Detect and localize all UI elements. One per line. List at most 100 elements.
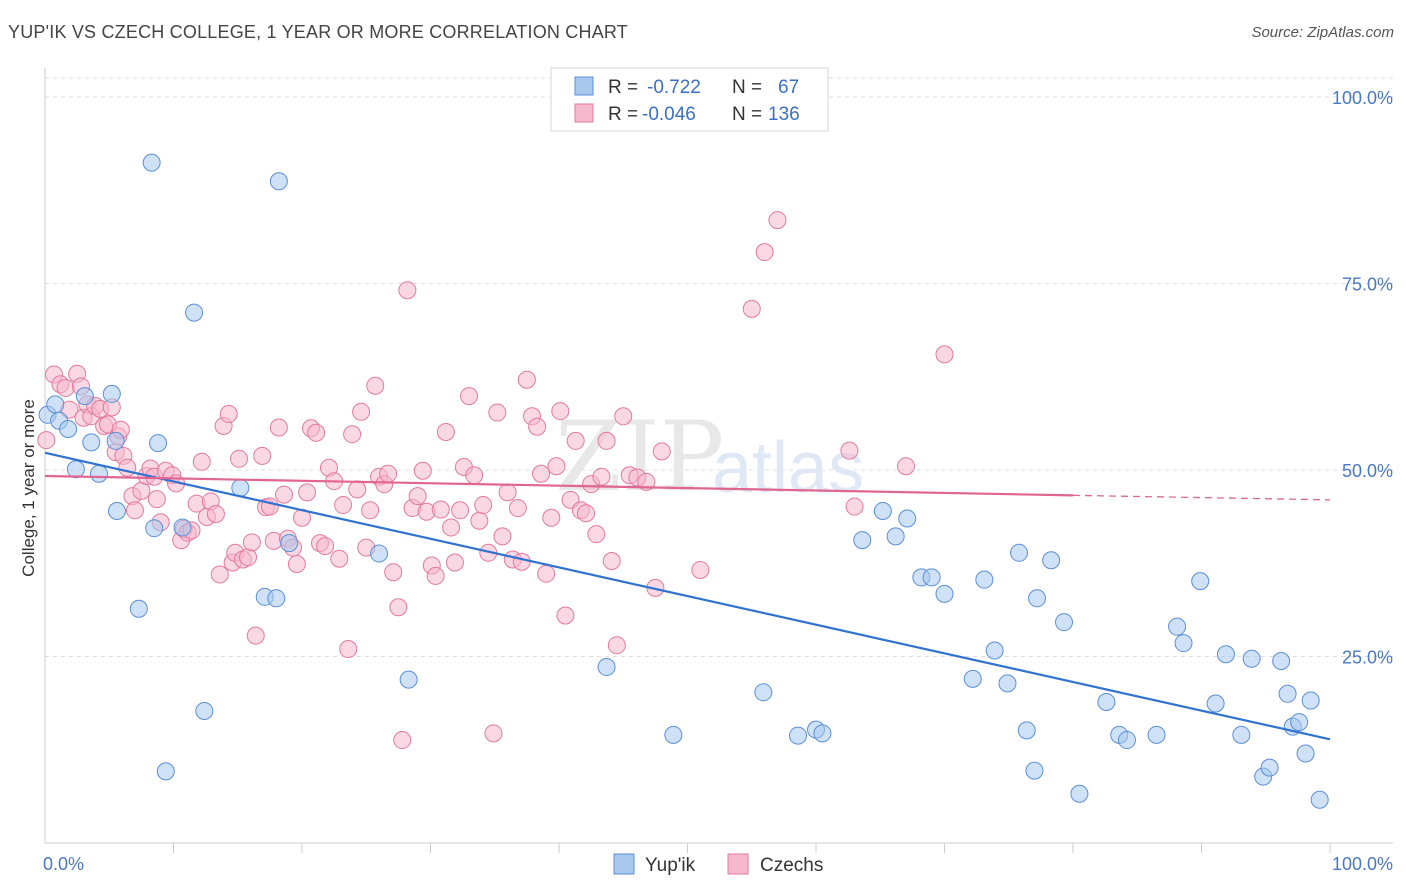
legend-n-label-yupik: N = — [732, 77, 762, 98]
yupik-point — [1301, 691, 1320, 710]
yupik-point — [1278, 684, 1297, 703]
yupik-point — [1042, 551, 1061, 570]
czechs-point — [118, 458, 137, 477]
legend-r-value-yupik: -0.722 — [647, 77, 701, 98]
yupik-point — [1168, 617, 1187, 636]
series-legend-swatch-czechs — [727, 853, 749, 875]
czechs-point — [307, 423, 326, 442]
yupik-point — [1017, 721, 1036, 740]
legend-r-value-czechs: -0.046 — [642, 104, 696, 125]
legend-r-label-yupik: R = — [608, 77, 638, 98]
yupik-point — [975, 570, 994, 589]
czechs-point — [493, 527, 512, 546]
czechs-point — [576, 504, 595, 523]
watermark-zip: ZIP — [555, 401, 724, 513]
yupik-point — [185, 303, 204, 322]
yupik-point — [106, 431, 125, 450]
yupik-point — [998, 674, 1017, 693]
yupik-point — [1191, 572, 1210, 591]
czechs-point — [845, 497, 864, 516]
yupik-point — [813, 724, 832, 743]
czechs-point — [206, 505, 225, 524]
legend-n-value-yupik: 67 — [778, 77, 799, 98]
czechs-point — [508, 499, 527, 518]
yupik-point — [922, 568, 941, 587]
yupik-point — [1147, 725, 1166, 744]
czechs-point — [298, 483, 317, 502]
yupik-point — [195, 701, 214, 720]
czechs-point — [556, 606, 575, 625]
czechs-point — [230, 449, 249, 468]
series-legend-swatch-yupik — [613, 853, 635, 875]
czechs-point — [366, 376, 385, 395]
czechs-point — [935, 345, 954, 364]
yupik-point — [75, 387, 94, 406]
czechs-point — [147, 490, 166, 509]
chart-title: YUP'IK VS CZECH COLLEGE, 1 YEAR OR MORE … — [8, 22, 628, 42]
czechs-point — [484, 724, 503, 743]
czechs-point — [470, 511, 489, 530]
czechs-point — [192, 452, 211, 471]
yupik-point — [66, 460, 85, 479]
yupik-point — [142, 153, 161, 172]
czechs-point — [840, 441, 859, 460]
czechs-point — [442, 518, 461, 537]
yupik-point — [173, 518, 192, 537]
czechs-point — [460, 387, 479, 406]
axes — [44, 68, 1393, 853]
legend-box — [550, 67, 829, 132]
yupik-point — [267, 589, 286, 608]
yupik-point — [149, 434, 168, 453]
czechs-point — [253, 446, 272, 465]
czechs-point — [517, 370, 536, 389]
x-tick-label-min: 0.0% — [43, 854, 84, 874]
legend-r-label-czechs: R = — [608, 104, 638, 125]
y-tick-label: 50.0% — [1342, 461, 1393, 481]
czechs-point — [547, 457, 566, 476]
czechs-point — [287, 554, 306, 573]
yupik-point — [963, 669, 982, 688]
legend-swatch-yupik — [574, 76, 594, 96]
czechs-point — [566, 431, 585, 450]
yupik-point — [754, 683, 773, 702]
czechs-point — [755, 243, 774, 262]
yupik-point — [886, 527, 905, 546]
yupik-point — [1310, 790, 1329, 809]
yupik-point — [898, 509, 917, 528]
yupik-point — [59, 419, 78, 438]
y-tick-labels: 100.0% 75.0% 50.0% 25.0% — [1332, 88, 1393, 668]
czechs-point — [37, 431, 56, 450]
yupik-point — [231, 478, 250, 497]
czechs-point — [330, 549, 349, 568]
czechs-point — [597, 431, 616, 450]
yupik-point — [873, 502, 892, 521]
czechs-point — [242, 533, 261, 552]
legend-n-value-czechs: 136 — [768, 104, 800, 125]
watermark-atlas: atlas — [712, 428, 864, 508]
chart-source: Source: ZipAtlas.com — [1251, 24, 1394, 41]
y-tick-label: 100.0% — [1332, 88, 1393, 108]
yupik-point — [789, 726, 808, 745]
czechs-trend-extension — [1072, 494, 1331, 501]
czechs-point — [592, 467, 611, 486]
czechs-point — [551, 402, 570, 421]
yupik-point — [280, 534, 299, 553]
series-legend-label-yupik: Yup'ik — [645, 855, 696, 876]
czechs-point — [132, 481, 151, 500]
yupik-point — [1174, 634, 1193, 653]
czechs-point — [498, 483, 517, 502]
trend-lines — [44, 451, 1331, 741]
czechs-point — [436, 422, 455, 441]
yupik-point — [1296, 744, 1315, 763]
yupik-point — [82, 433, 101, 452]
yupik-point — [145, 519, 164, 538]
czechs-point — [445, 553, 464, 572]
czechs-point — [742, 299, 761, 318]
czechs-point — [275, 485, 294, 504]
czechs-point — [768, 211, 787, 230]
czechs-point — [339, 640, 358, 659]
czechs-point — [361, 501, 380, 520]
yupik-point — [664, 725, 683, 744]
yupik-point — [156, 762, 175, 781]
